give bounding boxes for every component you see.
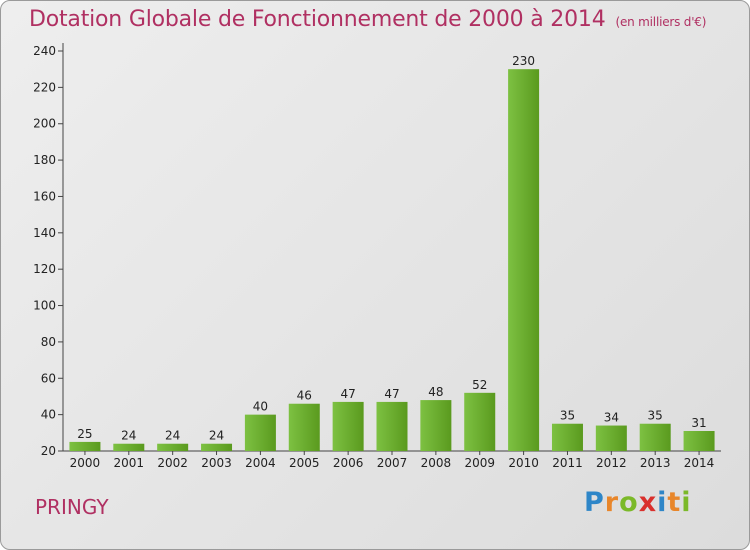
x-tick-label-2010: 2010 xyxy=(508,456,539,470)
y-tick-label: 80 xyxy=(41,335,56,349)
data-label-2004: 40 xyxy=(253,400,268,414)
data-label-2009: 52 xyxy=(472,378,487,392)
y-tick-label: 180 xyxy=(33,153,56,167)
data-label-2000: 25 xyxy=(77,427,92,441)
chart-title: Dotation Globale de Fonctionnement de 20… xyxy=(29,7,706,32)
city-name: PRINGY xyxy=(35,495,109,519)
x-tick-label-2005: 2005 xyxy=(289,456,320,470)
x-tick-label-2003: 2003 xyxy=(201,456,232,470)
bar-2005 xyxy=(288,403,320,451)
logo-letter: t xyxy=(667,487,682,518)
data-label-2006: 47 xyxy=(340,387,355,401)
y-tick-label: 60 xyxy=(41,371,56,385)
logo-letter: r xyxy=(604,487,620,518)
x-tick-label-2004: 2004 xyxy=(245,456,276,470)
x-tick-label-2013: 2013 xyxy=(640,456,671,470)
x-tick-label-2011: 2011 xyxy=(552,456,583,470)
data-label-2007: 47 xyxy=(384,387,399,401)
data-label-2008: 48 xyxy=(428,385,443,399)
bar-2002 xyxy=(157,443,189,451)
data-label-2001: 24 xyxy=(121,429,136,443)
chart-unit-label: (en milliers d'€) xyxy=(615,15,707,29)
y-tick-label: 160 xyxy=(33,189,56,203)
x-tick-label-2000: 2000 xyxy=(70,456,101,470)
data-label-2010: 230 xyxy=(512,54,535,68)
logo-letter: P xyxy=(584,487,605,518)
logo-letter: x xyxy=(638,487,658,518)
y-tick-label: 20 xyxy=(41,444,56,458)
y-tick-label: 40 xyxy=(41,408,56,422)
x-tick-label-2014: 2014 xyxy=(684,456,715,470)
bar-2011 xyxy=(551,423,583,451)
y-tick-label: 200 xyxy=(33,117,56,131)
bar-2014 xyxy=(683,431,715,451)
data-label-2013: 35 xyxy=(648,409,663,423)
bar-2004 xyxy=(244,414,276,451)
bar-2007 xyxy=(376,401,408,451)
x-tick-label-2012: 2012 xyxy=(596,456,627,470)
logo-letter: i xyxy=(681,487,692,518)
data-label-2005: 46 xyxy=(297,389,312,403)
y-tick-label: 240 xyxy=(33,44,56,58)
x-tick-label-2002: 2002 xyxy=(157,456,188,470)
y-tick-label: 120 xyxy=(33,262,56,276)
bar-2013 xyxy=(639,423,671,451)
y-tick-label: 220 xyxy=(33,80,56,94)
bar-2010 xyxy=(508,69,540,451)
x-tick-label-2009: 2009 xyxy=(464,456,495,470)
data-label-2012: 34 xyxy=(604,411,619,425)
bar-2006 xyxy=(332,401,364,451)
x-tick-label-2001: 2001 xyxy=(114,456,145,470)
logo-letter: i xyxy=(657,487,668,518)
data-label-2014: 31 xyxy=(691,416,706,430)
logo-letter: o xyxy=(619,487,639,518)
data-label-2011: 35 xyxy=(560,409,575,423)
data-label-2003: 24 xyxy=(209,429,224,443)
proxiti-logo: Proxiti xyxy=(584,487,692,518)
chart-title-text: Dotation Globale de Fonctionnement de 20… xyxy=(29,7,606,32)
x-tick-label-2007: 2007 xyxy=(377,456,408,470)
bar-2001 xyxy=(113,443,145,451)
bar-2009 xyxy=(464,392,496,451)
x-tick-label-2008: 2008 xyxy=(421,456,452,470)
bar-2012 xyxy=(595,425,627,451)
y-tick-label: 100 xyxy=(33,299,56,313)
data-label-2002: 24 xyxy=(165,429,180,443)
x-tick-label-2006: 2006 xyxy=(333,456,364,470)
bar-2000 xyxy=(69,441,101,451)
bar-2003 xyxy=(201,443,233,451)
bar-2008 xyxy=(420,400,452,451)
y-tick-label: 140 xyxy=(33,226,56,240)
